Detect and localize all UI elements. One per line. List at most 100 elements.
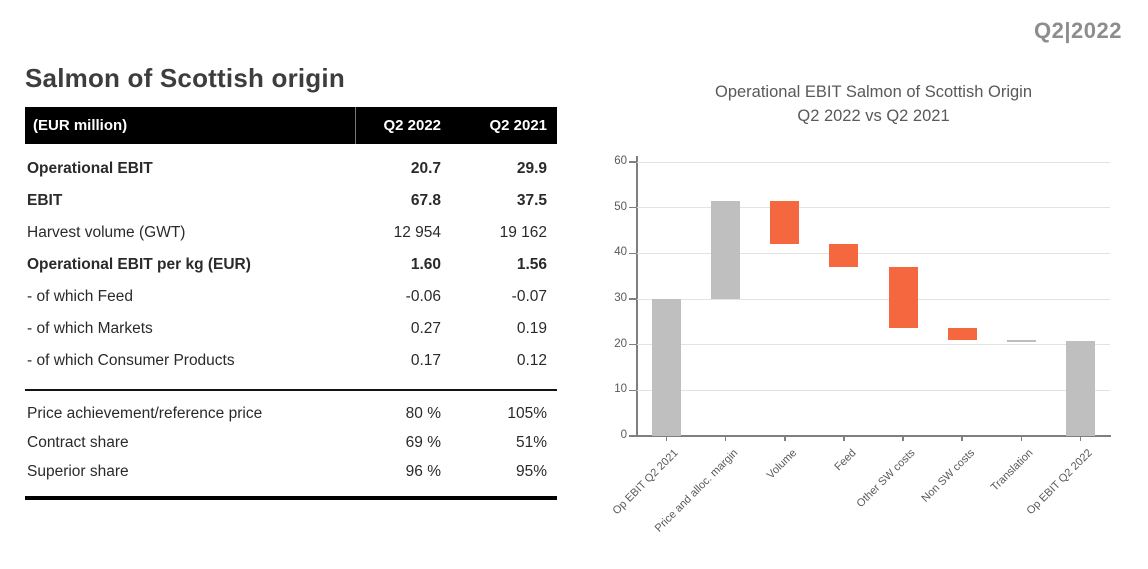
- x-axis-tick: [724, 436, 727, 441]
- y-axis-tick: [629, 206, 636, 209]
- x-axis-tick: [1020, 436, 1023, 441]
- waterfall-bar: [770, 201, 800, 245]
- row-value-q2-2021: -0.07: [511, 288, 547, 305]
- waterfall-bar: [888, 267, 918, 329]
- row-value-q2-2021: 1.56: [516, 256, 547, 273]
- x-axis-tick: [784, 436, 786, 441]
- x-axis-label: Other SW costs: [854, 447, 918, 510]
- y-axis-label: 60: [614, 155, 627, 167]
- row-value-q2-2022: 96 %: [405, 462, 441, 480]
- waterfall-bar: [652, 299, 682, 436]
- row-value-q2-2022: 67.8: [410, 192, 441, 209]
- y-axis-tick: [629, 252, 636, 255]
- y-axis-tick: [629, 161, 636, 163]
- table-section-shares: Price achievement/reference price 80 % 105…: [25, 391, 557, 486]
- table-row: Price achievement/reference price 80 % 105…: [25, 399, 557, 428]
- y-axis-tick: [629, 298, 636, 300]
- waterfall-bar: [711, 201, 741, 300]
- page-title: Salmon of Scottish origin: [25, 63, 345, 93]
- y-axis-label: 20: [614, 337, 627, 350]
- x-axis-label: Translation: [989, 447, 1036, 494]
- table-header-unit-label: (EUR million): [33, 117, 128, 134]
- x-axis-line: [636, 435, 1111, 437]
- waterfall-bar: [829, 244, 859, 268]
- row-value-q2-2022: 0.27: [410, 320, 441, 337]
- table-row: - of which Consumer Products 0.17 0.12: [25, 345, 557, 377]
- row-value-q2-2022: 1.60: [410, 256, 441, 273]
- gridline: [637, 298, 1110, 300]
- table-divider: [25, 389, 557, 391]
- gridline: [637, 161, 1110, 163]
- table-row: EBIT 67.8 37.5: [25, 185, 557, 217]
- row-label: - of which Markets: [27, 320, 153, 337]
- table-bottom-border: [25, 496, 557, 500]
- row-label: Contract share: [27, 433, 129, 451]
- table-row: Harvest volume (GWT) 12 954 19 162: [25, 217, 557, 249]
- row-label: Operational EBIT per kg (EUR): [27, 256, 251, 273]
- table-row: Operational EBIT per kg (EUR) 1.60 1.56: [25, 249, 557, 281]
- table-row: - of which Markets 0.27 0.19: [25, 313, 557, 345]
- table-row: Operational EBIT 20.7 29.9: [25, 153, 557, 185]
- x-axis-tick: [961, 436, 963, 441]
- y-axis-label: 30: [614, 292, 627, 304]
- y-axis-label: 40: [614, 246, 627, 259]
- row-value-q2-2022: 69 %: [405, 433, 441, 451]
- period-badge: Q2|2022: [1034, 18, 1122, 43]
- gridline: [637, 252, 1110, 254]
- row-value-q2-2022: 0.17: [410, 352, 441, 369]
- table-row: Contract share 69 % 51%: [25, 428, 557, 457]
- table-header-q2-2022: Q2 2022: [355, 107, 451, 144]
- summary-table-block: Salmon of Scottish origin (EUR million) …: [25, 62, 557, 500]
- waterfall-bar: [947, 328, 977, 341]
- row-value-q2-2021: 37.5: [516, 192, 547, 209]
- y-axis-tick: [629, 389, 636, 392]
- row-value-q2-2021: 19 162: [499, 224, 547, 241]
- row-label: - of which Consumer Products: [27, 352, 235, 369]
- gridline: [637, 344, 1110, 346]
- row-value-q2-2022: 20.7: [410, 160, 441, 177]
- row-value-q2-2021: 0.12: [516, 352, 547, 369]
- row-value-q2-2022: -0.06: [405, 288, 441, 305]
- row-label: Operational EBIT: [27, 160, 153, 177]
- row-value-q2-2021: 29.9: [516, 160, 547, 177]
- x-axis-label: Op EBIT Q2 2022: [1024, 447, 1095, 518]
- row-value-q2-2021: 95%: [515, 462, 547, 480]
- x-axis-label: Non SW costs: [918, 447, 977, 505]
- table-row: - of which Feed -0.06 -0.07: [25, 281, 557, 313]
- y-axis-label: 0: [620, 429, 627, 441]
- row-value-q2-2021: 105%: [507, 404, 547, 422]
- y-axis-label: 50: [614, 200, 627, 213]
- table-header-q2-2021: Q2 2021: [489, 117, 547, 134]
- x-axis-tick: [902, 436, 904, 441]
- y-axis-label: 10: [614, 383, 627, 396]
- row-value-q2-2022: 80 %: [405, 404, 441, 422]
- chart-title-line1: Operational EBIT Salmon of Scottish Orig…: [714, 83, 1032, 101]
- row-label: Superior share: [27, 462, 129, 480]
- table-header-row: (EUR million) Q2 2022 Q2 2021: [25, 107, 557, 144]
- y-axis-tick: [629, 435, 636, 437]
- row-value-q2-2021: 51%: [515, 433, 547, 451]
- x-axis-tick: [1079, 436, 1082, 441]
- table-row: Superior share 96 % 95%: [25, 457, 557, 486]
- waterfall-bar: [1006, 340, 1036, 343]
- row-label: EBIT: [27, 192, 63, 209]
- x-axis-label: Feed: [832, 447, 859, 474]
- row-value-q2-2022: 12 954: [393, 224, 441, 241]
- x-axis-label: Volume: [764, 447, 800, 482]
- waterfall-chart: Operational EBIT Salmon of Scottish Orig…: [600, 80, 1148, 565]
- chart-title-line2: Q2 2022 vs Q2 2021: [797, 107, 950, 125]
- row-label: Harvest volume (GWT): [27, 224, 186, 241]
- table-section-ebit: Operational EBIT 20.7 29.9 EBIT 67.8 37.5 Harv…: [25, 144, 557, 377]
- y-axis-line: [636, 156, 638, 437]
- waterfall-plot: 0 10 20 30 40 50 60 Op EBIT Q2 2021 Price and al…: [611, 155, 1111, 535]
- row-value-q2-2021: 0.19: [516, 320, 547, 337]
- chart-title: Operational EBIT Salmon of Scottish Orig…: [637, 80, 1110, 128]
- row-label: - of which Feed: [27, 288, 133, 305]
- waterfall-bar: [1065, 341, 1095, 436]
- gridline: [637, 207, 1110, 209]
- x-axis-tick: [843, 436, 845, 441]
- y-axis-tick: [629, 343, 636, 346]
- gridline: [637, 389, 1110, 391]
- row-label: Price achievement/reference price: [27, 404, 263, 422]
